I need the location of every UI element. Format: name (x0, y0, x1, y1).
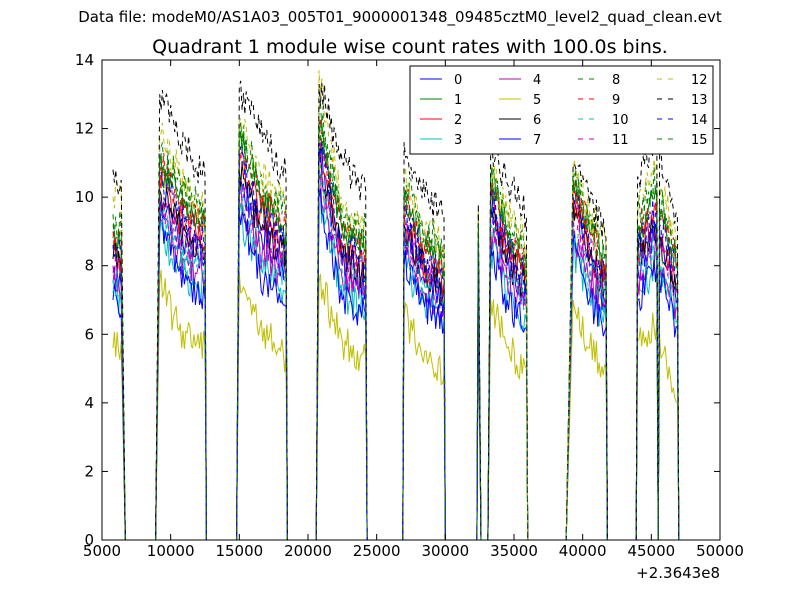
x-tick-label: 5000 (83, 542, 121, 560)
series-line-9 (112, 117, 680, 541)
legend-entry-3: 3 (420, 133, 462, 148)
series-line-14 (112, 141, 680, 541)
x-tick-label: 10000 (147, 542, 195, 560)
y-tick-label: 10 (75, 188, 94, 206)
x-tick-label: 50000 (696, 542, 744, 560)
legend-label: 7 (533, 133, 541, 148)
legend-entry-8: 8 (578, 73, 620, 88)
series-line-1 (112, 122, 680, 541)
x-tick-label: 45000 (627, 542, 675, 560)
legend-label: 5 (533, 93, 541, 108)
series-layer (112, 70, 680, 541)
x-offset-label: +2.3643e8 (636, 564, 720, 582)
legend-entry-4: 4 (499, 73, 541, 88)
legend-label: 0 (454, 73, 462, 88)
legend-label: 2 (454, 113, 462, 128)
legend-label: 14 (691, 113, 708, 128)
x-tick-label: 40000 (559, 542, 607, 560)
legend-label: 9 (612, 93, 620, 108)
series-line-7 (112, 188, 680, 541)
legend-entry-12: 12 (657, 73, 708, 88)
legend-entry-5: 5 (499, 93, 541, 108)
series-line-2 (112, 142, 680, 541)
plot-area: 5000 10000 15000 20000 25000 30000 35000 40000 4… (75, 51, 744, 582)
legend-label: 8 (612, 73, 620, 88)
legend-entry-9: 9 (578, 93, 620, 108)
axes-frame (101, 59, 721, 541)
legend-label: 10 (612, 113, 629, 128)
legend-entry-6: 6 (499, 113, 541, 128)
legend-label: 12 (691, 73, 708, 88)
legend-entry-11: 11 (578, 133, 629, 148)
legend-entry-7: 7 (499, 133, 541, 148)
x-tick-label: 25000 (353, 542, 401, 560)
y-tick-label: 0 (84, 531, 94, 549)
y-tick-label: 4 (84, 394, 94, 412)
y-tick-label: 14 (75, 51, 94, 69)
x-axis: 5000 10000 15000 20000 25000 30000 35000 40000 4… (83, 60, 744, 560)
legend-entry-13: 13 (657, 93, 708, 108)
legend-entry-1: 1 (420, 93, 462, 108)
series-line-8 (112, 101, 680, 541)
legend-entry-15: 15 (657, 133, 708, 148)
y-tick-label: 6 (84, 325, 94, 343)
series-line-5 (112, 269, 680, 541)
y-tick-label: 8 (84, 257, 94, 275)
x-tick-label: 35000 (490, 542, 538, 560)
series-line-6 (112, 148, 680, 541)
legend-label: 15 (691, 133, 708, 148)
legend-label: 4 (533, 73, 541, 88)
series-line-10 (112, 164, 680, 541)
series-line-15 (112, 118, 680, 541)
x-tick-label: 15000 (215, 542, 263, 560)
series-line-11 (112, 150, 680, 541)
legend-entry-10: 10 (578, 113, 629, 128)
y-tick-label: 2 (84, 462, 94, 480)
legend-entry-0: 0 (420, 73, 462, 88)
legend-entry-2: 2 (420, 113, 462, 128)
legend-label: 11 (612, 133, 629, 148)
legend-label: 6 (533, 113, 541, 128)
x-tick-label: 30000 (421, 542, 469, 560)
legend-label: 3 (454, 133, 462, 148)
y-tick-label: 12 (75, 120, 94, 138)
legend-entry-14: 14 (657, 113, 708, 128)
x-tick-label: 20000 (284, 542, 332, 560)
legend-label: 1 (454, 93, 462, 108)
series-line-13 (112, 80, 680, 541)
figure-suptitle: Data file: modeM0/AS1A03_005T01_90000013… (78, 8, 722, 26)
legend-label: 13 (691, 93, 708, 108)
legend-box (409, 65, 714, 155)
chart-title: Quadrant 1 module wise count rates with … (152, 36, 668, 58)
